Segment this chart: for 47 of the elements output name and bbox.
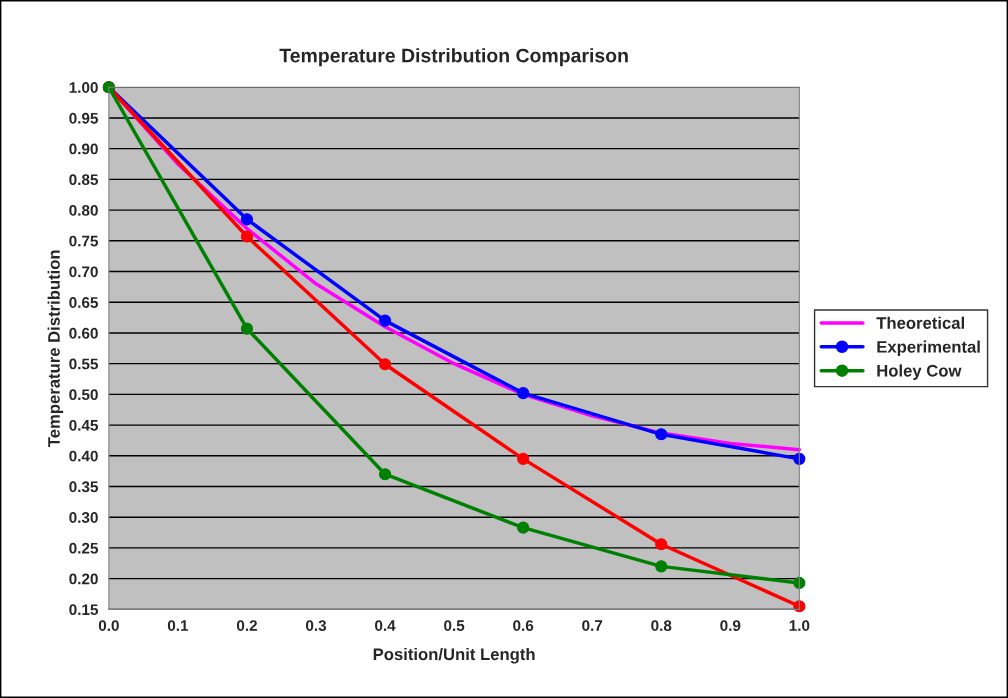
y-tick-label: 0.70	[69, 266, 98, 278]
legend-label: Theoretical	[876, 316, 964, 329]
point	[655, 538, 668, 551]
x-tick-label: 0.9	[720, 620, 741, 631]
y-axis-title: Temperature Distribution	[47, 250, 64, 448]
y-tick-label: 0.20	[69, 573, 98, 585]
y-tick-label: 1.00	[69, 82, 98, 93]
y-tick-label: 0.45	[69, 419, 99, 431]
chart-title: Temperature Distribution Comparison	[279, 48, 628, 67]
y-tick-label: 0.40	[69, 450, 98, 462]
point	[517, 387, 530, 400]
x-tick-label: 0.0	[98, 620, 119, 631]
point	[655, 428, 668, 441]
y-tick-label: 0.80	[69, 204, 98, 216]
point	[655, 560, 668, 573]
y-tick-label: 0.15	[69, 604, 99, 616]
x-tick-label: 0.4	[375, 620, 396, 631]
point	[240, 322, 254, 335]
x-tick-label: 0.7	[582, 620, 603, 631]
x-tick-label: 0.5	[444, 620, 465, 631]
y-tick-label: 0.95	[69, 112, 99, 124]
y-tick-label: 0.60	[69, 327, 98, 339]
y-tick-label: 0.35	[69, 481, 99, 493]
legend-label: Experimental	[877, 340, 980, 357]
point	[378, 314, 392, 327]
point	[378, 468, 392, 481]
y-tick-label: 0.30	[69, 512, 98, 523]
point	[240, 230, 254, 243]
y-tick-label: 0.85	[69, 174, 99, 186]
x-tick-label: 0.3	[305, 620, 327, 632]
point	[378, 358, 392, 371]
y-tick-label: 0.50	[69, 389, 98, 401]
point	[517, 521, 530, 534]
y-tick-label: 0.25	[69, 542, 99, 554]
y-tick-label: 0.65	[69, 297, 99, 308]
x-tick-label: 1.0	[789, 620, 810, 631]
x-tick-label: 0.1	[167, 620, 189, 631]
y-tick-label: 0.55	[69, 358, 99, 370]
x-tick-label: 0.6	[513, 620, 534, 631]
y-tick-label: 0.75	[69, 235, 99, 247]
point	[517, 452, 530, 465]
y-tick-label: 0.90	[69, 143, 98, 155]
x-tick-label: 0.8	[651, 620, 672, 631]
x-tick-label: 0.2	[236, 620, 257, 631]
legend-label: Holey Cow	[877, 364, 962, 380]
x-axis-title: Position/Unit Length	[373, 647, 535, 664]
point	[240, 213, 254, 226]
